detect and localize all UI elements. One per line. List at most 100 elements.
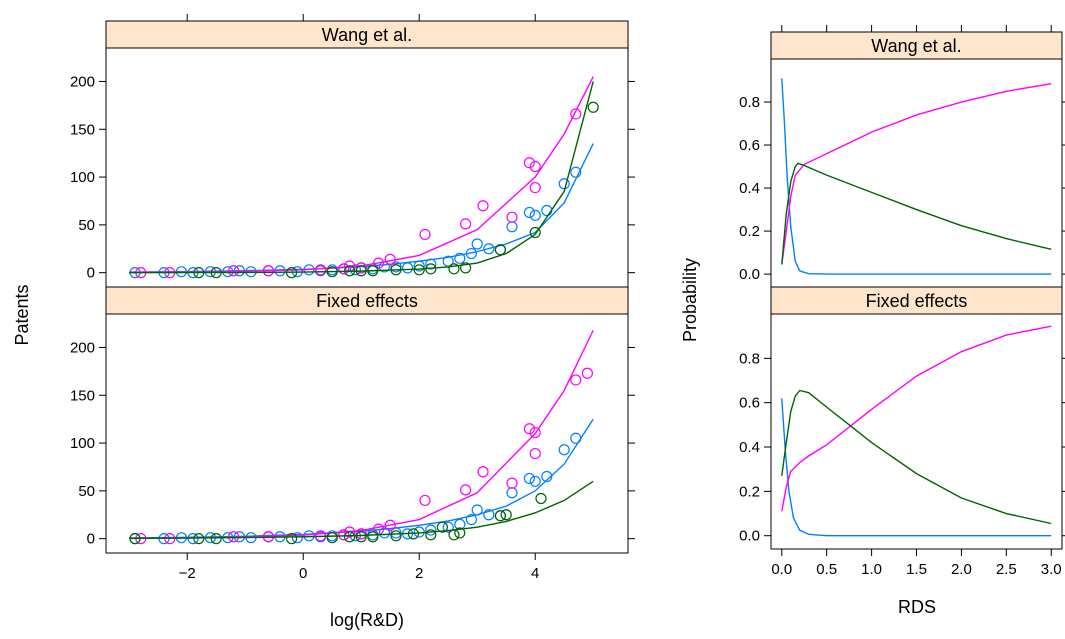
point-magenta-left-top-14 (523, 157, 536, 169)
point-green-left-bottom-5 (344, 531, 356, 543)
point-blue-left-bottom-25 (465, 513, 477, 526)
y-tick-label-right-top-4: 0.8 (739, 94, 760, 111)
point-green-left-bottom-6 (355, 531, 367, 543)
point-magenta-left-bottom-18 (581, 367, 594, 379)
point-magenta-left-top-4 (315, 264, 327, 276)
point-magenta-left-top-8 (373, 257, 385, 269)
point-magenta-left-top-15 (529, 160, 541, 173)
point-green-left-bottom-8 (390, 530, 402, 542)
point-magenta-left-top-16 (529, 181, 541, 194)
point-magenta-left-bottom-14 (523, 423, 536, 435)
point-green-left-top-7 (390, 264, 402, 276)
y-tick-label-right-bottom-3: 0.6 (739, 395, 760, 412)
series-line-magenta-right-bottom (781, 325, 1052, 512)
y-tick-label-left-top-3: 150 (70, 121, 95, 138)
point-blue-left-top-22 (425, 258, 437, 270)
left-x-axis-title: log(R&D) (330, 610, 404, 630)
point-blue-left-top-29 (506, 221, 518, 233)
point-green-left-bottom-1 (193, 533, 205, 545)
point-magenta-left-top-13 (506, 211, 518, 223)
point-green-left-bottom-13 (454, 527, 466, 539)
y-tick-label-right-top-0: 0.0 (739, 266, 760, 283)
y-tick-label-right-bottom-4: 0.8 (739, 350, 760, 367)
y-tick-label-right-bottom-2: 0.4 (739, 439, 760, 456)
point-blue-left-top-19 (390, 261, 402, 273)
strip-label-left-bottom: Fixed effects (316, 291, 418, 311)
x-tick-label-left-bottom-0: −2 (179, 565, 196, 582)
point-magenta-left-bottom-11 (460, 484, 472, 496)
panel-right-top: Wang et al. 0.0 0.2 0.4 0.6 0.8 (739, 25, 1065, 288)
series-line-magenta-left-bottom (129, 329, 594, 540)
plot-area-left-top (129, 76, 599, 279)
strip-label-right-top: Wang et al. (871, 36, 961, 56)
right-figure: Probability RDS (680, 258, 936, 617)
x-tick-label-right-bottom-4: 2.0 (951, 561, 972, 578)
point-blue-left-top-30 (523, 206, 536, 219)
series-line-blue-left-top (129, 143, 594, 273)
point-magenta-left-top-17 (570, 108, 582, 120)
series-line-green-left-bottom (129, 480, 594, 539)
y-tick-label-left-top-2: 100 (70, 169, 95, 186)
point-magenta-left-top-5 (338, 263, 350, 275)
y-tick-label-left-bottom-3: 150 (70, 387, 95, 404)
point-blue-left-top-23 (442, 255, 454, 267)
y-tick-label-left-bottom-1: 50 (78, 483, 95, 500)
point-blue-left-bottom-11 (303, 530, 315, 542)
right-y-axis-title: Probability (680, 258, 700, 342)
point-blue-left-top-15 (349, 264, 361, 276)
plot-area-right-top (781, 78, 1052, 275)
plot-area-left-bottom (129, 329, 594, 545)
point-blue-left-bottom-27 (483, 509, 495, 521)
series-line-magenta-right-top (781, 83, 1052, 265)
point-green-left-bottom-11 (436, 521, 448, 533)
plot-area-right-bottom (781, 325, 1052, 537)
point-magenta-left-top-9 (384, 253, 396, 265)
point-blue-left-bottom-32 (541, 470, 553, 483)
point-blue-left-top-27 (483, 243, 495, 255)
strip-left-top (105, 20, 629, 49)
point-magenta-left-bottom-5 (338, 529, 350, 541)
y-tick-label-left-bottom-2: 100 (70, 435, 95, 452)
point-magenta-left-bottom-9 (384, 519, 396, 531)
point-magenta-left-top-3 (262, 265, 274, 277)
point-green-left-bottom-15 (500, 509, 512, 521)
point-blue-left-top-24 (454, 252, 466, 264)
y-tick-label-left-bottom-0: 0 (87, 531, 95, 548)
right-x-axis-title: RDS (898, 597, 936, 617)
frame-right-top (770, 58, 1063, 288)
point-green-left-top-14 (587, 101, 599, 113)
point-magenta-left-bottom-10 (419, 494, 431, 507)
series-line-blue-right-bottom (781, 398, 1052, 537)
series-line-green-right-top (781, 162, 1052, 265)
point-magenta-left-bottom-2 (228, 531, 240, 543)
point-magenta-left-bottom-17 (570, 374, 582, 386)
point-green-left-bottom-9 (407, 528, 419, 540)
y-tick-label-right-bottom-1: 0.2 (739, 483, 760, 500)
point-magenta-left-top-11 (460, 218, 472, 230)
series-line-magenta-left-top (129, 76, 594, 274)
x-tick-label-right-bottom-3: 1.5 (906, 561, 927, 578)
point-blue-left-top-21 (413, 260, 425, 272)
y-tick-label-left-top-4: 200 (70, 73, 95, 90)
point-green-left-top-3 (326, 266, 338, 278)
point-blue-left-top-25 (465, 247, 477, 260)
point-magenta-left-top-10 (419, 228, 431, 241)
panels: Wang et al. 0 50 100 150 200 Fixed effects 0 50 1… (70, 14, 1065, 582)
point-green-left-bottom-14 (494, 510, 506, 522)
point-blue-left-bottom-26 (471, 504, 483, 516)
point-green-left-bottom-12 (448, 529, 460, 541)
series-line-green-left-top (129, 81, 594, 274)
point-blue-left-bottom-22 (425, 524, 437, 536)
frame-left-bottom (105, 313, 629, 554)
strip-left-bottom (105, 286, 629, 315)
point-magenta-left-top-7 (355, 262, 367, 274)
series-line-blue-right-top (781, 78, 1052, 275)
frame-right-bottom (770, 313, 1063, 550)
point-magenta-left-bottom-13 (506, 477, 518, 489)
point-blue-left-bottom-23 (442, 521, 454, 533)
point-blue-left-bottom-19 (390, 527, 402, 539)
y-tick-label-right-bottom-0: 0.0 (739, 528, 760, 545)
y-tick-label-right-top-1: 0.2 (739, 223, 760, 240)
x-tick-label-right-bottom-2: 1.0 (861, 561, 882, 578)
